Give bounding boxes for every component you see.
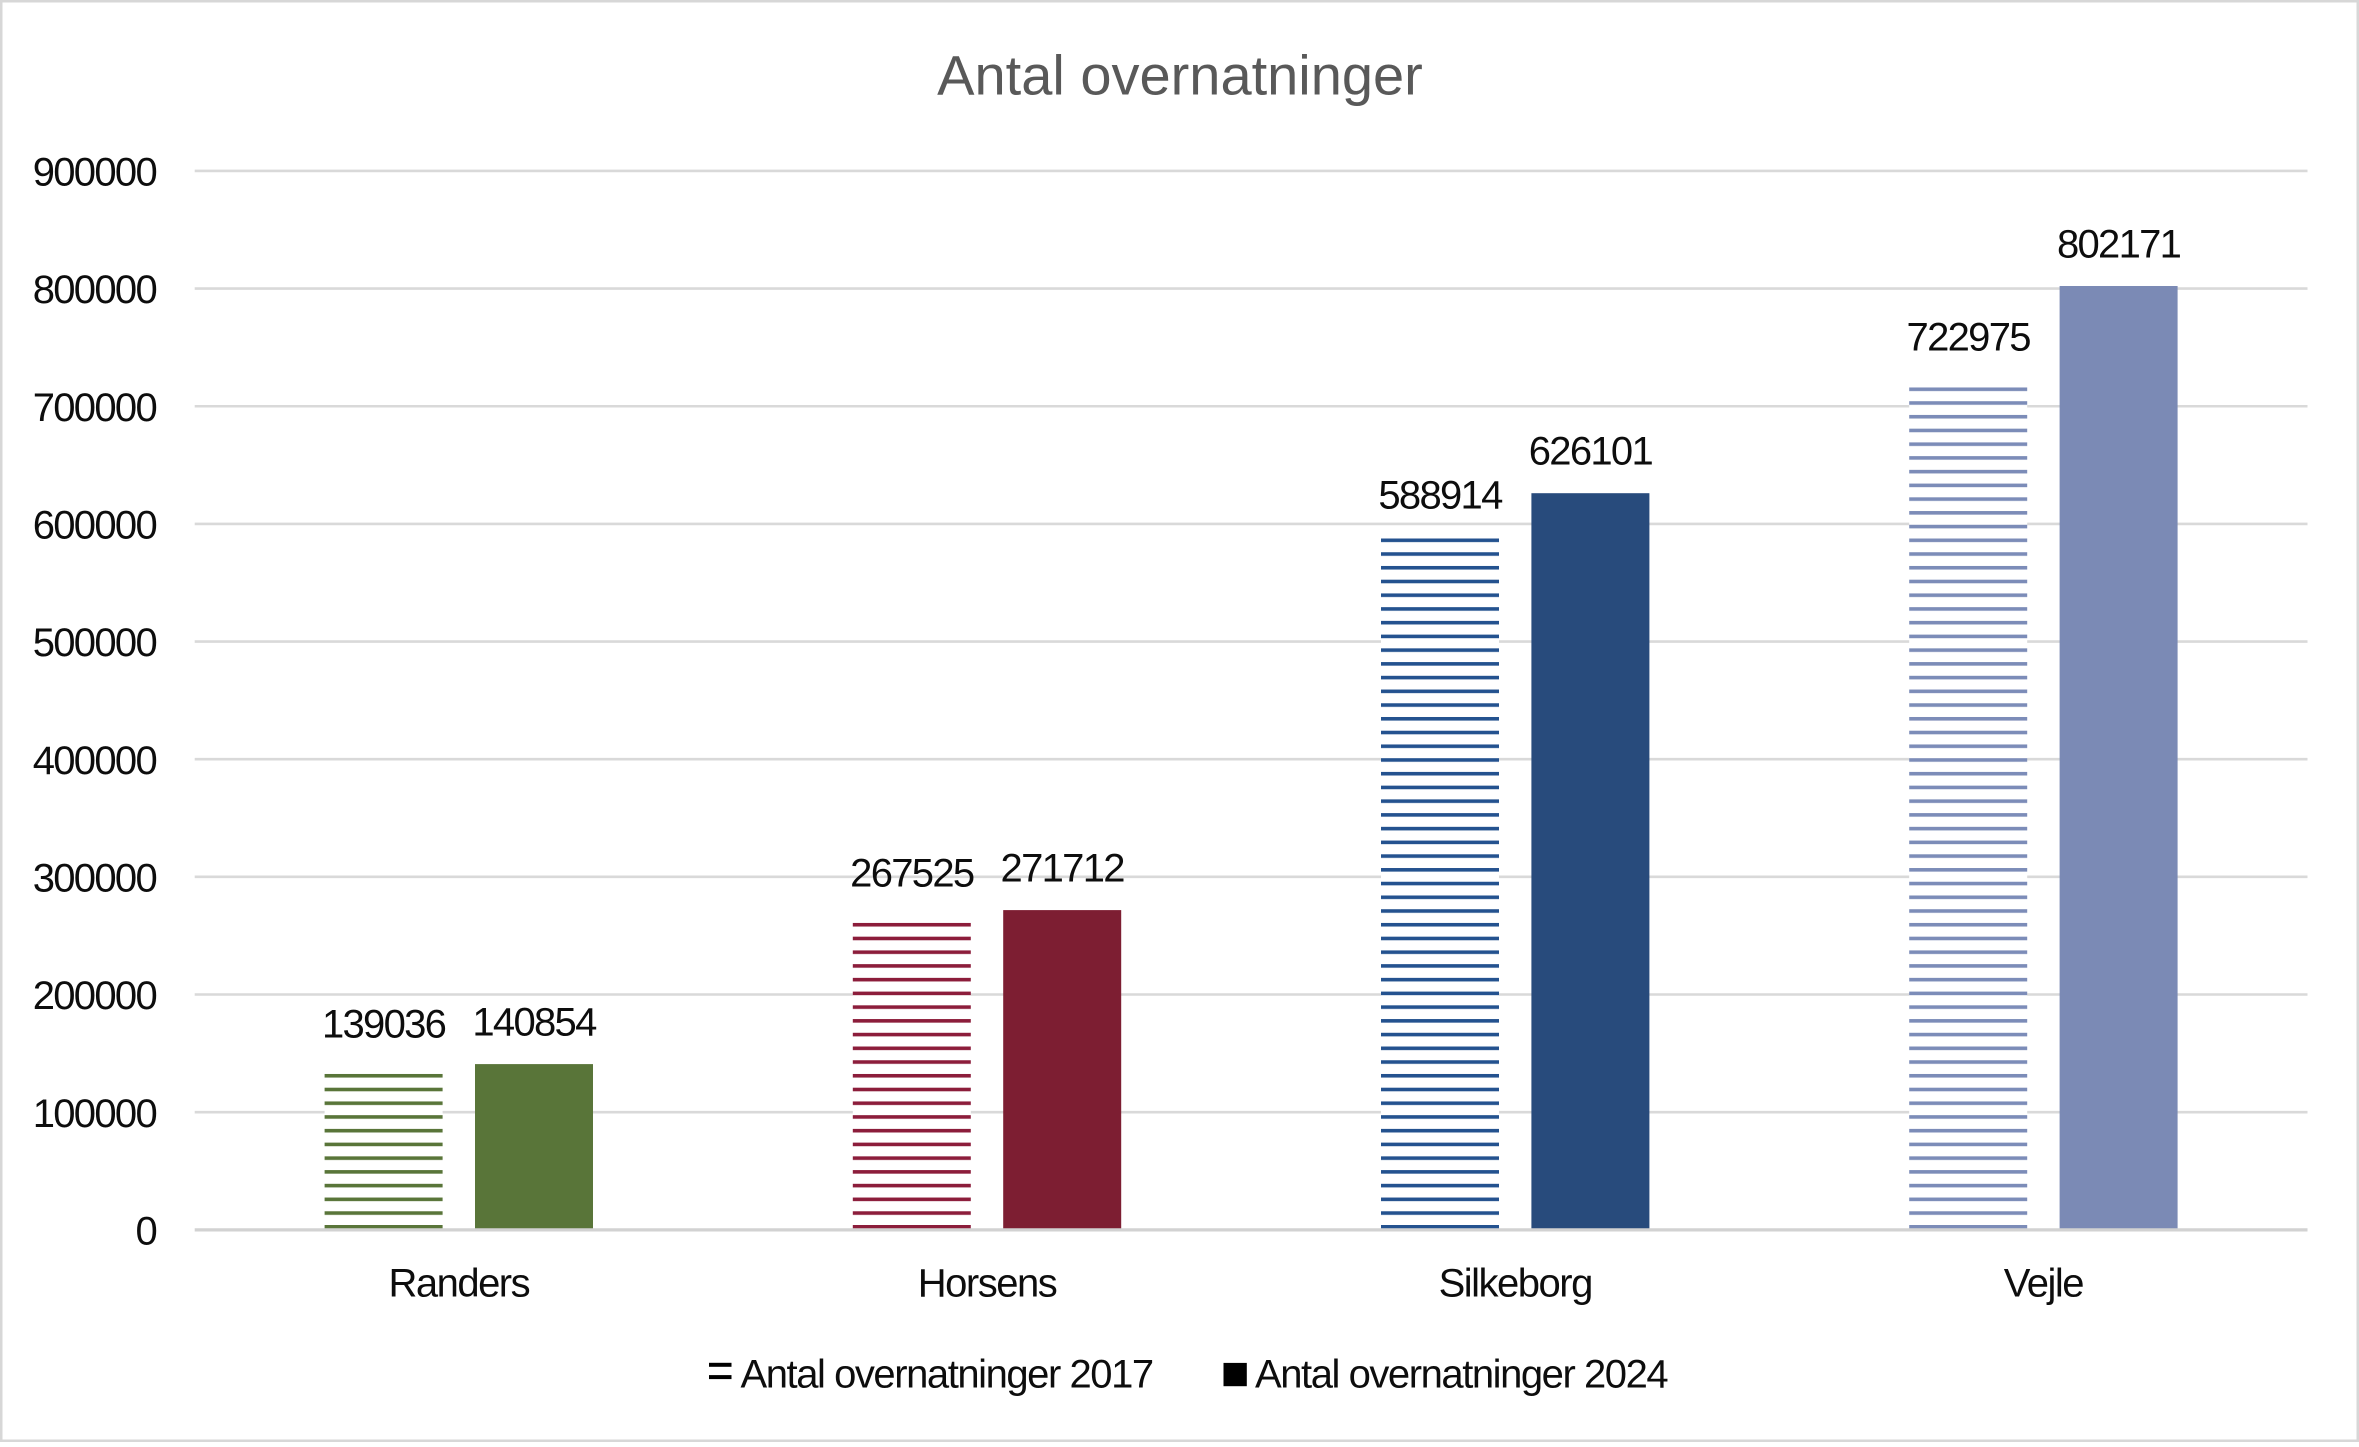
svg-text:588914: 588914 [1378,473,1503,517]
svg-text:Antal overnatninger 2024: Antal overnatninger 2024 [1255,1353,1668,1397]
svg-text:Randers: Randers [388,1262,529,1306]
svg-text:100000: 100000 [33,1092,157,1136]
svg-text:722975: 722975 [1907,316,2031,360]
svg-text:0: 0 [135,1209,156,1253]
svg-text:800000: 800000 [33,268,157,312]
svg-text:300000: 300000 [33,856,157,900]
svg-text:Antal overnatninger 2017: Antal overnatninger 2017 [741,1353,1153,1397]
svg-text:500000: 500000 [33,621,157,665]
svg-text:Silkeborg: Silkeborg [1439,1262,1592,1306]
svg-text:400000: 400000 [33,739,157,783]
svg-text:900000: 900000 [33,151,157,195]
svg-text:271712: 271712 [1001,847,1125,891]
svg-text:626101: 626101 [1529,430,1653,474]
svg-text:802171: 802171 [2057,222,2181,266]
svg-text:267525: 267525 [850,852,974,896]
svg-text:700000: 700000 [33,386,157,430]
svg-text:Horsens: Horsens [918,1262,1057,1306]
svg-text:Vejle: Vejle [2004,1262,2083,1306]
svg-text:140854: 140854 [472,1001,597,1045]
svg-text:600000: 600000 [33,504,157,548]
svg-text:200000: 200000 [33,974,157,1018]
svg-text:Antal overnatninger: Antal overnatninger [937,44,1423,107]
svg-text:139036: 139036 [322,1003,446,1047]
